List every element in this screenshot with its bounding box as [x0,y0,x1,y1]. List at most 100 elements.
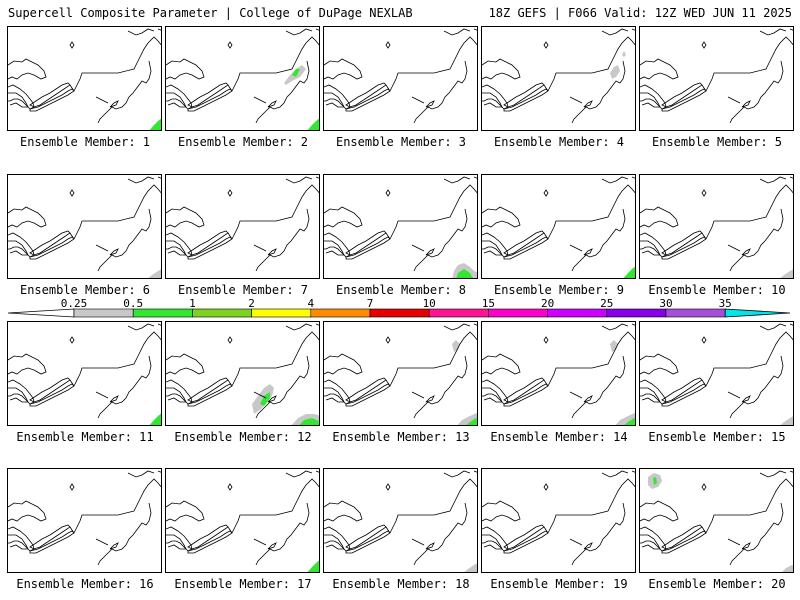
colorbar-tick-label: 2 [248,297,255,310]
northeast-us-basemap [166,176,319,272]
scp-fill-contours [648,473,793,572]
colorbar-segment [428,308,489,318]
colorbar-tick-label: 10 [422,297,436,310]
colorbar-tick-label: 0.5 [123,297,144,310]
map-panel-member-18 [323,468,478,573]
panel-label: Ensemble Member: 19 [490,577,628,591]
scp-fill-contours [149,413,161,425]
map-title: Supercell Composite Parameter | College … [8,6,413,20]
map-panel-member-5 [639,26,794,131]
northeast-us-basemap [640,323,793,425]
panel-label: Ensemble Member: 16 [16,577,154,591]
panel-label: Ensemble Member: 12 [174,430,312,444]
panel-label: Ensemble Member: 1 [19,135,151,149]
panel-label: Ensemble Member: 9 [493,283,625,297]
panel-label: Ensemble Member: 8 [335,283,467,297]
northeast-us-basemap [640,470,793,572]
scp-fill-contours [464,563,477,572]
colorbar-segment [73,308,134,318]
colorbar-segment [132,308,193,318]
map-panel-member-2 [165,26,320,131]
colorbar-tick-label: 7 [366,297,374,310]
map-panel-member-9 [481,174,636,279]
colorbar-segment [606,308,667,318]
colorbar-segment [665,308,726,318]
map-panel-member-12 [165,321,320,426]
colorbar-tick-label: 4 [307,297,315,310]
scp-fill-contours [623,266,635,278]
scp-fill-contours [148,269,161,278]
map-panel-member-13 [323,321,478,426]
northeast-us-basemap [640,28,793,124]
scp-fill-contours [284,65,319,130]
map-panel-member-7 [165,174,320,279]
map-panel-member-20 [639,468,794,573]
map-panel-member-15 [639,321,794,426]
scp-fill-contours [610,51,626,79]
colorbar-segment [251,308,312,318]
northeast-us-basemap [166,323,319,425]
colorbar-tick-label: 1 [189,297,196,310]
map-panel-member-19 [481,468,636,573]
northeast-us-basemap [8,28,161,130]
northeast-us-basemap [8,323,161,425]
northeast-us-basemap [166,470,319,572]
scp-fill-contours [610,340,635,425]
panel-label: Ensemble Member: 4 [493,135,625,149]
map-panel-member-1 [7,26,162,131]
colorbar-tick-label: 20 [540,297,555,310]
colorbar-left-arrow [7,308,75,318]
panel-label: Ensemble Member: 17 [174,577,312,591]
panel-label: Ensemble Member: 7 [177,283,309,297]
colorbar-tick-label: 25 [600,297,614,310]
scp-fill-contours [149,118,161,130]
colorbar-segment [192,308,252,318]
panel-label: Ensemble Member: 11 [16,430,154,444]
northeast-us-basemap [324,323,477,425]
northeast-us-basemap [324,470,477,572]
colorbar-tick-label: 35 [718,297,732,310]
panel-label: Ensemble Member: 2 [177,135,309,149]
northeast-us-basemap [324,176,477,278]
northeast-us-basemap [482,323,635,425]
scp-fill-contours [252,384,319,425]
northeast-us-basemap [8,176,161,278]
scp-fill-contours [452,340,477,425]
map-panel-member-3 [323,26,478,131]
scp-fill-contours [452,263,477,278]
panel-label: Ensemble Member: 3 [335,135,467,149]
panel-label: Ensemble Member: 18 [332,577,470,591]
colorbar-segment [488,308,548,318]
northeast-us-basemap [482,176,635,278]
scp-fill-contours [307,560,319,572]
panel-label: Ensemble Member: 20 [648,577,786,591]
panel-label: Ensemble Member: 13 [332,430,470,444]
scp-fill-contours [780,269,793,278]
northeast-us-basemap [482,470,635,566]
panel-label: Ensemble Member: 14 [490,430,628,444]
colorbar-segment [547,308,608,318]
northeast-us-basemap [482,28,635,124]
colorbar-segment [310,308,371,318]
map-panel-member-14 [481,321,636,426]
colorbar-right-arrow [724,308,791,318]
northeast-us-basemap [324,28,477,124]
northeast-us-basemap [166,28,319,130]
map-panel-member-8 [323,174,478,279]
map-panel-member-17 [165,468,320,573]
colorbar-tick-label: 0.25 [60,297,88,310]
colorbar-legend: 0.25 0.5 1 2 4 7 10 15 20 25 30 35 [0,296,800,324]
map-panel-member-6 [7,174,162,279]
panel-label: Ensemble Member: 6 [19,283,151,297]
northeast-us-basemap [640,176,793,278]
scp-fill-contours [780,416,793,425]
colorbar-tick-label: 30 [659,297,673,310]
model-valid-time: 18Z GEFS | F066 Valid: 12Z WED JUN 11 20… [488,6,792,20]
colorbar-tick-label: 15 [481,297,496,310]
map-panel-member-16 [7,468,162,573]
panel-label: Ensemble Member: 10 [648,283,786,297]
panel-label: Ensemble Member: 5 [651,135,783,149]
panel-label: Ensemble Member: 15 [648,430,786,444]
map-panel-member-10 [639,174,794,279]
map-panel-member-11 [7,321,162,426]
